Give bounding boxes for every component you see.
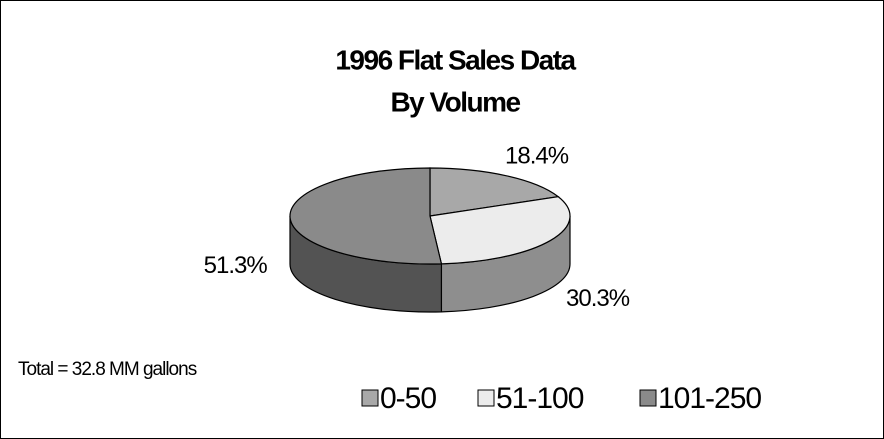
data-label: 30.3% [566,285,630,312]
chart-subtitle: By Volume [390,86,520,117]
pie-slice [289,167,443,265]
data-label: 51.3% [204,252,268,279]
pie-slice [429,196,571,265]
legend-swatch [361,389,379,407]
pie-slice [429,167,560,217]
legend-label: 51-100 [496,382,584,415]
legend-swatch [477,389,495,407]
data-label: 18.4% [505,143,569,170]
legend-swatch [639,389,657,407]
legend-label: 101-250 [658,382,761,415]
annotation: Total = 32.8 MM gallons [18,359,197,380]
legend-label: 0-50 [380,382,436,415]
chart-title: 1996 Flat Sales Data [335,44,576,75]
